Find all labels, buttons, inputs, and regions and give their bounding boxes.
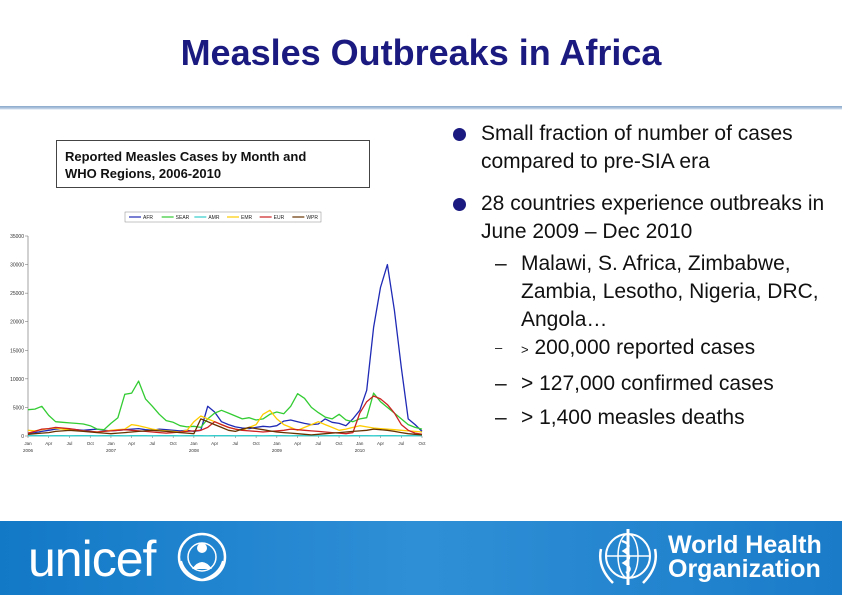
chart-caption-line-2: WHO Regions, 2006-2010 [65,166,222,181]
slide-title: Measles Outbreaks in Africa [180,32,662,73]
unicef-emblem-icon [177,532,227,582]
dash-icon: – [495,340,503,355]
legend-label: AMR [208,215,220,221]
x-tick-label: Oct [87,441,95,446]
bullet-dot-icon [453,198,466,211]
bullet-item: 28 countries experience outbreaks in Jun… [453,190,838,246]
y-tick-label: 5000 [13,405,24,411]
dash-icon: – [495,406,507,429]
year-label: 2008 [189,448,200,453]
x-tick-label: Jul [398,441,404,446]
sub-bullet-item: – > 200,000 reported cases [453,334,838,364]
chart-caption-line-1: Reported Measles Cases by Month and [65,149,307,164]
who-wordmark-line-2: Organization [668,555,821,583]
year-label: 2007 [106,448,117,453]
x-tick-label: Oct [170,441,178,446]
dash-icon: – [495,372,507,395]
x-tick-label: Jan [190,441,198,446]
bullet-list: Small fraction of number of cases compar… [453,120,838,432]
bullet-text: Small fraction of number of cases compar… [481,122,793,173]
legend-label: EUR [274,215,285,221]
x-tick-label: Apr [45,441,53,446]
title-divider [0,106,842,110]
sub-bullet-item: – Malawi, S. Africa, Zimbabwe, Zambia, L… [453,250,838,334]
sub-bullet-text: > 1,400 measles deaths [521,406,745,429]
x-tick-label: Jan [273,441,281,446]
y-tick-label: 25000 [10,291,24,297]
x-tick-label: Apr [294,441,302,446]
x-tick-label: Apr [211,441,219,446]
y-tick-label: 30000 [10,263,24,269]
footer-bar [0,521,842,595]
x-tick-label: Oct [336,441,344,446]
y-tick-label: 15000 [10,348,24,354]
x-tick-label: Jul [150,441,156,446]
x-tick-label: Jan [107,441,115,446]
x-tick-label: Jan [356,441,364,446]
bullet-dot-icon [453,128,466,141]
sub-bullet-item: – > 127,000 confirmed cases [453,370,838,398]
y-tick-label: 10000 [10,377,24,383]
year-label: 2010 [355,448,366,453]
who-wordmark-line-1: World Health [668,531,822,559]
x-tick-label: Jul [315,441,321,446]
x-tick-label: Jul [67,441,73,446]
legend-label: AFR [143,215,153,221]
y-tick-label: 35000 [10,234,24,240]
bullet-item: Small fraction of number of cases compar… [453,120,838,176]
x-tick-label: Apr [377,441,385,446]
legend-label: SEAR [176,215,190,221]
y-tick-label: 0 [21,434,24,440]
sub-bullet-item: – > 1,400 measles deaths [453,404,838,432]
y-tick-label: 20000 [10,320,24,326]
x-tick-label: Oct [418,441,426,446]
unicef-wordmark: unicef [28,531,156,587]
x-tick-label: Oct [253,441,261,446]
sub-bullet-text: Malawi, S. Africa, Zimbabwe, Zambia, Les… [521,252,819,331]
x-tick-label: Jan [24,441,32,446]
year-label: 2006 [23,448,34,453]
legend-box [124,211,322,223]
x-tick-label: Jul [232,441,238,446]
who-wordmark: World Health Organization [668,531,822,583]
sub-bullet-text: > 127,000 confirmed cases [521,372,774,395]
series-line-sear [27,380,423,431]
series-line-afr [27,263,423,434]
chart-caption-box: Reported Measles Cases by Month and WHO … [56,140,370,188]
who-emblem-icon [599,529,657,585]
sub-bullet-prefix: > [521,342,529,357]
sub-bullet-text: 200,000 reported cases [534,336,756,359]
series-line-wpr [27,418,423,436]
dash-icon: – [495,252,507,275]
x-tick-label: Apr [128,441,136,446]
measles-line-chart: 0 5000 10000 15000 20000 25000 30000 35000 Jan Ap… [10,211,426,453]
bullet-text: 28 countries experience outbreaks in Jun… [481,192,825,243]
legend-label: WPR [306,215,318,221]
legend-label: EMR [241,215,253,221]
year-label: 2009 [272,448,283,453]
